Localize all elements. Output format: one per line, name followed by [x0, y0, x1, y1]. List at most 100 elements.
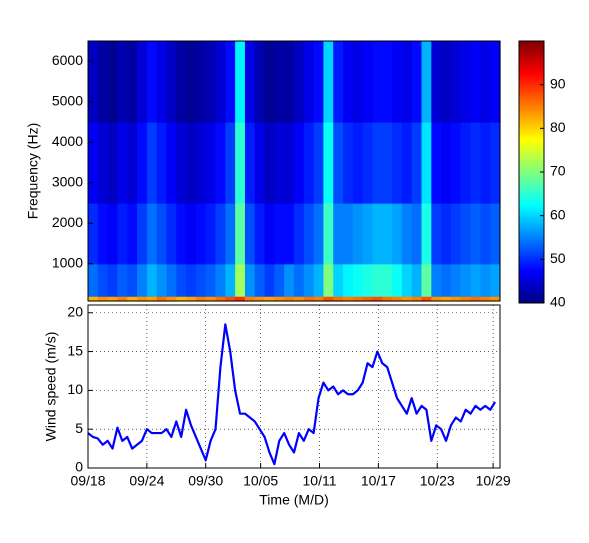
colorbar-swatch: [519, 163, 544, 167]
heat-cell: [372, 263, 383, 297]
y-tick-label: 20: [67, 303, 83, 319]
heat-cell: [205, 263, 217, 297]
heat-cell: [450, 263, 462, 297]
heat-cell: [225, 263, 236, 297]
heat-cell: [166, 296, 177, 302]
colorbar-swatch: [519, 116, 544, 120]
heat-cell: [441, 263, 452, 297]
heat-cell: [166, 121, 177, 204]
heat-cell: [195, 41, 207, 123]
heat-cell: [215, 296, 226, 302]
colorbar-swatch: [519, 300, 544, 304]
colorbar-swatch: [519, 294, 544, 298]
heat-cell: [303, 41, 315, 123]
colorbar-swatch: [519, 172, 544, 175]
colorbar-swatch: [519, 212, 544, 216]
heat-cell: [225, 296, 236, 302]
heat-cell: [127, 41, 138, 123]
colorbar-swatch: [519, 196, 544, 200]
heat-cell: [401, 121, 413, 204]
heat-cell: [274, 263, 285, 297]
heat-cell: [284, 263, 295, 297]
colorbar-swatch: [519, 253, 544, 257]
heat-cell: [186, 202, 197, 265]
colorbar-swatch: [519, 249, 544, 253]
colorbar-swatch: [519, 298, 544, 302]
colorbar-swatch: [519, 57, 544, 60]
heat-cell: [323, 296, 334, 302]
heat-cell: [166, 263, 177, 297]
heat-cell: [470, 296, 481, 302]
heat-cell: [313, 202, 325, 265]
x-tick-label: 10/05: [243, 473, 278, 489]
colorbar-swatch: [519, 260, 544, 263]
heat-cell: [235, 263, 246, 297]
x-tick-label: 09/30: [188, 473, 223, 489]
heat-cell: [421, 263, 432, 297]
heat-cell: [294, 121, 305, 204]
colorbar-swatch: [519, 71, 544, 75]
heat-cell: [97, 296, 109, 302]
heat-cell: [137, 296, 148, 302]
colorbar-swatch: [519, 247, 544, 251]
colorbar-swatch: [519, 245, 544, 249]
heat-cell: [490, 202, 501, 265]
heat-cell: [323, 202, 334, 265]
x-tick-label: 10/23: [420, 473, 455, 489]
colorbar-swatch: [519, 108, 544, 112]
colorbar-swatch: [519, 284, 544, 288]
heat-cell: [225, 121, 236, 204]
heat-cell: [195, 263, 207, 297]
heat-cell: [411, 263, 423, 297]
colorbar-swatch: [519, 141, 544, 144]
wind-line: [87, 323, 497, 466]
heat-cell: [343, 121, 354, 204]
heat-cell: [382, 202, 393, 265]
heat-cell: [215, 202, 226, 265]
heat-cell: [401, 202, 413, 265]
colorbar-swatch: [519, 120, 544, 124]
y-tick-label: 1000: [52, 254, 83, 270]
heat-cell: [215, 263, 226, 297]
colorbar-swatch: [519, 69, 544, 73]
heat-cell: [97, 41, 109, 123]
heat-cell: [450, 41, 462, 123]
heat-cell: [97, 202, 109, 265]
colorbar-swatch: [519, 219, 544, 222]
heat-cell: [117, 263, 128, 297]
heat-cell: [88, 263, 99, 297]
heat-cell: [392, 263, 403, 297]
colorbar-swatch: [519, 264, 544, 267]
x-tick-label: 10/29: [476, 473, 511, 489]
colorbar-swatch: [519, 206, 544, 210]
colorbar-swatch: [519, 149, 544, 153]
heat-cell: [372, 41, 383, 123]
heat-cell: [205, 41, 217, 123]
colorbar-swatch: [519, 165, 544, 169]
colorbar-swatch: [519, 81, 544, 85]
heat-cell: [195, 202, 207, 265]
heat-cell: [441, 202, 452, 265]
x-tick-label: 09/18: [70, 473, 105, 489]
heat-cell: [97, 263, 109, 297]
heat-cell: [382, 263, 393, 297]
colorbar-swatch: [519, 104, 544, 107]
heat-cell: [343, 202, 354, 265]
heat-cell: [137, 41, 148, 123]
heat-cell: [244, 121, 256, 204]
heat-cell: [127, 202, 138, 265]
heat-cell: [343, 263, 354, 297]
colorbar-swatch: [519, 45, 544, 48]
colorbar-swatch: [519, 94, 544, 97]
heat-cell: [176, 41, 187, 123]
heat-cell: [431, 202, 442, 265]
colorbar-swatch: [519, 159, 544, 163]
heat-cell: [392, 202, 403, 265]
colorbar-swatch: [519, 174, 544, 177]
colorbar-swatch: [519, 288, 544, 292]
colorbar-swatch: [519, 47, 544, 50]
y-axis-label: Frequency (Hz): [25, 123, 41, 219]
colorbar-swatch: [519, 176, 544, 179]
colorbar-swatch: [519, 133, 544, 136]
heat-cell: [470, 121, 481, 204]
